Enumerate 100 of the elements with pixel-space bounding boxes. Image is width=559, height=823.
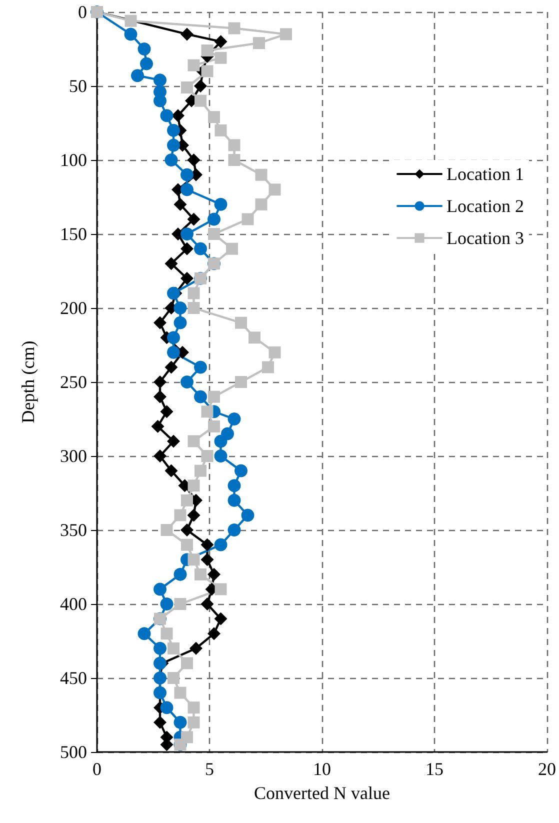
point [194, 94, 206, 107]
point [248, 332, 260, 344]
point [214, 35, 228, 48]
point [188, 554, 200, 566]
point [200, 553, 214, 566]
y-tick-label: 0 [78, 2, 87, 22]
point [174, 568, 187, 581]
point [201, 450, 214, 462]
point [154, 582, 166, 596]
point [168, 642, 180, 654]
legend-label: Location 2 [446, 196, 524, 216]
point [228, 524, 241, 536]
point [167, 331, 180, 344]
x-tick-label: 5 [205, 759, 214, 779]
point [154, 316, 166, 330]
point [214, 124, 227, 136]
point [151, 420, 164, 433]
point [180, 242, 194, 256]
point [208, 627, 220, 640]
x-tick-label: 0 [92, 759, 102, 779]
point [154, 94, 166, 108]
point [181, 538, 193, 551]
point [188, 287, 200, 300]
point [160, 524, 173, 536]
point [201, 44, 214, 56]
point [208, 568, 220, 581]
point [160, 405, 174, 418]
point [188, 435, 200, 448]
point [167, 138, 180, 152]
point [188, 302, 200, 314]
point [242, 213, 254, 226]
point [124, 14, 137, 27]
point [174, 686, 186, 699]
point [138, 42, 151, 56]
point [214, 450, 228, 462]
point [181, 657, 193, 670]
point [138, 627, 151, 640]
point [262, 361, 274, 374]
point [168, 672, 180, 684]
point [228, 22, 240, 34]
point [180, 376, 194, 388]
point [280, 28, 292, 40]
x-axis-title: Converted N value [254, 783, 390, 803]
point [187, 508, 200, 522]
point [154, 390, 166, 404]
point [160, 628, 173, 640]
point [187, 154, 200, 166]
point [154, 716, 166, 729]
point [208, 390, 220, 403]
point [154, 376, 166, 388]
point [214, 612, 228, 626]
point [235, 376, 247, 388]
point [154, 656, 166, 670]
point [180, 272, 194, 285]
point [253, 37, 265, 50]
point [228, 154, 240, 166]
point [201, 406, 214, 418]
point [214, 538, 228, 552]
point [164, 464, 178, 478]
x-tick-label: 10 [313, 759, 331, 779]
y-tick-label: 150 [60, 224, 87, 244]
point [167, 124, 180, 137]
legend-label: Location 1 [446, 164, 524, 184]
point [268, 184, 281, 196]
point [172, 109, 184, 122]
point [164, 360, 178, 374]
legend-label: Location 3 [446, 228, 524, 248]
point [194, 242, 207, 256]
y-tick-label: 300 [60, 446, 87, 466]
y-tick-label: 100 [60, 150, 87, 170]
point [228, 479, 241, 492]
point [180, 183, 194, 196]
point [167, 434, 180, 448]
point [180, 228, 194, 240]
point [167, 286, 180, 300]
point [180, 28, 194, 41]
point [228, 139, 240, 152]
point [241, 508, 254, 522]
y-tick-label: 450 [60, 668, 87, 688]
point [154, 450, 166, 462]
point [235, 316, 247, 329]
point [140, 57, 153, 70]
point [226, 242, 238, 255]
point [164, 154, 178, 166]
point [194, 390, 207, 404]
point [200, 538, 214, 552]
point [214, 583, 227, 596]
point [208, 212, 220, 226]
point [214, 198, 228, 211]
point [200, 598, 214, 610]
point [181, 81, 193, 94]
point [201, 65, 214, 78]
y-tick-label: 500 [60, 742, 87, 762]
y-tick-label: 400 [60, 594, 87, 614]
point [154, 642, 166, 655]
point [174, 716, 187, 729]
y-tick-label: 200 [60, 298, 87, 318]
point [188, 702, 200, 714]
point [187, 212, 200, 226]
point [194, 360, 207, 374]
